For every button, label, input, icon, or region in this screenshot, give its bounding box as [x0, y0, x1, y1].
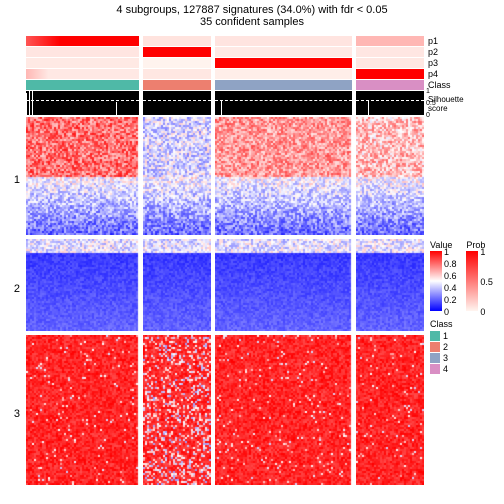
anno-row-p4 — [26, 69, 424, 79]
plot-area: 123 — [26, 36, 424, 496]
anno-cell — [26, 69, 139, 79]
heatmap-cell — [143, 117, 211, 235]
anno-cell — [143, 58, 211, 68]
legend-class-title: Class — [430, 319, 500, 329]
heatmap-cell — [356, 239, 424, 331]
anno-row-p3 — [26, 58, 424, 68]
legend-class: Class 1234 — [430, 319, 500, 374]
legend-area: Value 10.80.60.40.20 Prob 10.50 Class 12… — [430, 240, 500, 374]
legend-value-tick: 0 — [444, 307, 449, 317]
silhouette-axis-tick: 0 — [426, 112, 430, 119]
anno-label-p4: p4 — [428, 69, 438, 79]
heatmap-cell — [26, 335, 139, 485]
legend-class-swatch — [430, 353, 440, 363]
legend-class-item: 4 — [430, 363, 500, 374]
heatmap-cell — [356, 335, 424, 485]
anno-cell — [26, 36, 139, 46]
row-group-label: 2 — [14, 283, 26, 295]
anno-cell — [215, 58, 352, 68]
anno-label-Class: Class — [428, 80, 451, 90]
heatmap-cell — [143, 335, 211, 485]
heatmap-cell — [215, 117, 352, 235]
legend-prob-gradient — [466, 251, 478, 311]
anno-cell — [26, 80, 139, 90]
anno-cell — [215, 36, 352, 46]
silhouette-axis-tick: 1 — [426, 88, 430, 95]
anno-row-p2 — [26, 47, 424, 57]
anno-cell — [215, 47, 352, 57]
legend-prob-tick: 0.5 — [480, 277, 493, 287]
anno-cell — [143, 80, 211, 90]
anno-cell — [143, 47, 211, 57]
anno-label-p2: p2 — [428, 47, 438, 57]
legend-value-tick: 1 — [444, 247, 449, 257]
row-group-label: 1 — [14, 174, 26, 186]
legend-prob: Prob 10.50 — [466, 240, 485, 311]
anno-label-p1: p1 — [428, 36, 438, 46]
legend-class-label: 1 — [443, 331, 448, 341]
legend-value-tick: 0.6 — [444, 271, 457, 281]
legend-value-gradient — [430, 251, 442, 311]
silhouette-track — [26, 91, 424, 115]
anno-cell — [26, 47, 139, 57]
heatmap-cell — [26, 117, 139, 235]
anno-cell — [356, 47, 424, 57]
heatmap-cell — [26, 239, 139, 331]
anno-cell — [215, 69, 352, 79]
anno-cell — [356, 58, 424, 68]
heatmap-cell — [143, 239, 211, 331]
anno-cell — [356, 36, 424, 46]
anno-row-Class — [26, 80, 424, 90]
legend-class-swatch — [430, 342, 440, 352]
anno-cell — [215, 80, 352, 90]
title-line2: 35 confident samples — [0, 16, 504, 28]
heatmap-row-3 — [26, 335, 424, 485]
legend-class-label: 4 — [443, 364, 448, 374]
silhouette-block — [143, 91, 211, 115]
legend-class-swatch — [430, 331, 440, 341]
heatmap-row-1 — [26, 117, 424, 235]
heatmap-row-2 — [26, 239, 424, 331]
legend-prob-tick: 1 — [480, 247, 485, 257]
anno-cell — [26, 58, 139, 68]
anno-cell — [143, 36, 211, 46]
legend-class-swatch — [430, 364, 440, 374]
legend-class-label: 3 — [443, 353, 448, 363]
heatmap-cell — [215, 335, 352, 485]
title-line1: 4 subgroups, 127887 signatures (34.0%) w… — [0, 0, 504, 16]
silhouette-block — [356, 91, 424, 115]
legend-prob-tick: 0 — [480, 307, 485, 317]
anno-cell — [143, 69, 211, 79]
legend-value-tick: 0.2 — [444, 295, 457, 305]
legend-value-tick: 0.8 — [444, 259, 457, 269]
row-group-label: 3 — [14, 408, 26, 420]
anno-row-p1 — [26, 36, 424, 46]
silhouette-block — [26, 91, 139, 115]
legend-class-item: 1 — [430, 330, 500, 341]
anno-cell — [356, 69, 424, 79]
anno-cell — [356, 80, 424, 90]
heatmap-cell — [215, 239, 352, 331]
legend-value: Value 10.80.60.40.20 — [430, 240, 452, 311]
legend-class-item: 3 — [430, 352, 500, 363]
legend-value-tick: 0.4 — [444, 283, 457, 293]
heatmap-cell — [356, 117, 424, 235]
anno-label-p3: p3 — [428, 58, 438, 68]
legend-class-item: 2 — [430, 341, 500, 352]
legend-class-label: 2 — [443, 342, 448, 352]
silhouette-axis-tick: 0.5 — [426, 100, 436, 107]
silhouette-block — [215, 91, 352, 115]
